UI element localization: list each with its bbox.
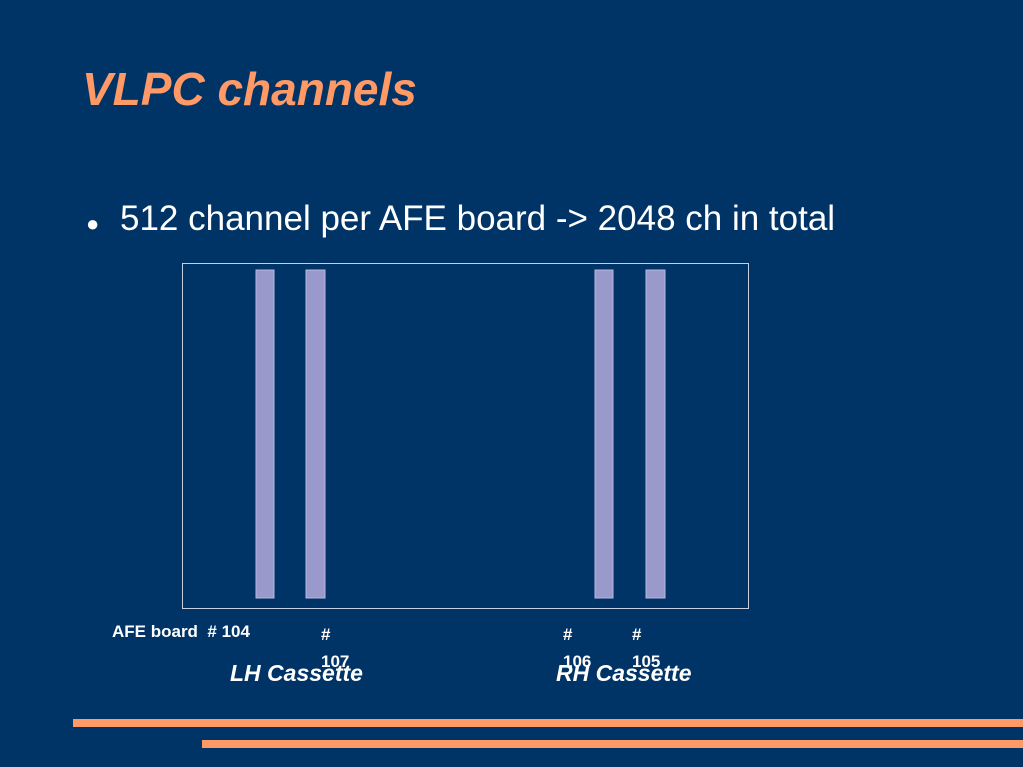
- accent-line: [202, 740, 1023, 748]
- cassette-label: RH Cassette: [556, 660, 692, 686]
- board-label: # 107: [321, 625, 350, 671]
- bullet-text: 512 channel per AFE board -> 2048 ch in …: [120, 199, 836, 238]
- board-label: # 105: [632, 625, 661, 671]
- bullet-marker: ●: [86, 211, 100, 236]
- board-bar: [594, 269, 614, 599]
- accent-line: [73, 719, 1023, 727]
- board-bar: [645, 269, 666, 599]
- frame: [182, 263, 749, 609]
- slide-title: VLPC channels: [82, 63, 417, 115]
- board-label: # 106: [563, 625, 592, 671]
- board-bar: [255, 269, 275, 599]
- cassette-label: LH Cassette: [230, 660, 363, 686]
- board-bar: [305, 269, 326, 599]
- board-label: AFE board # 104: [112, 622, 250, 641]
